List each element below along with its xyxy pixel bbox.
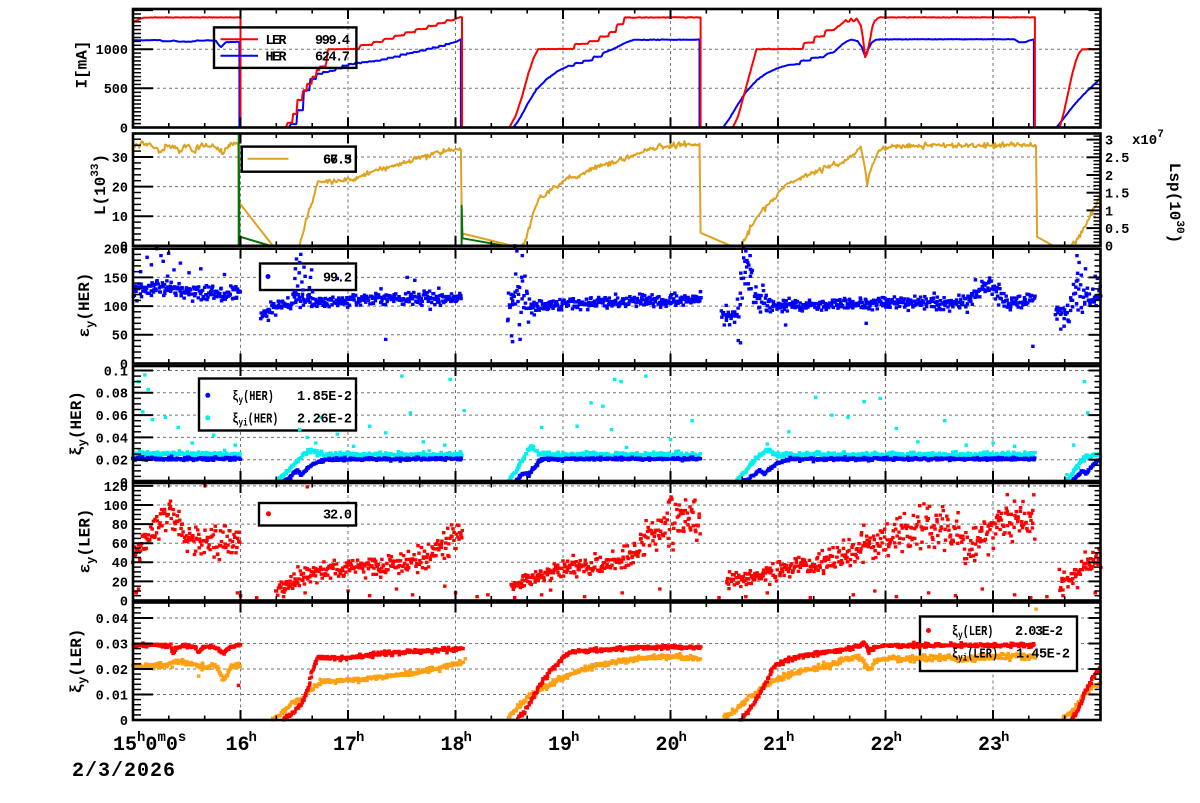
svg-text:HER: HER [266,51,288,66]
svg-text:0.02: 0.02 [96,664,128,679]
svg-text:17: 17 [333,734,357,757]
svg-text:60: 60 [112,538,128,553]
svg-text:18: 18 [440,734,464,757]
svg-text:0.04: 0.04 [96,613,128,628]
svg-text:h: h [356,730,364,746]
svg-text:2.26E-2: 2.26E-2 [297,413,352,428]
svg-text:22: 22 [870,734,894,757]
svg-text:1.85E-2: 1.85E-2 [297,390,352,405]
svg-text:80: 80 [112,519,128,534]
svg-text:Lsp(1030): Lsp(1030) [1165,163,1185,243]
svg-text:h: h [894,730,902,746]
svg-text:21: 21 [763,734,787,757]
svg-text:0.04: 0.04 [96,432,128,447]
svg-text:200: 200 [104,244,128,259]
svg-text:0.03: 0.03 [96,638,128,653]
svg-text:ξy(LER): ξy(LER) [68,629,90,694]
svg-text:100: 100 [104,301,128,316]
svg-text:0.02: 0.02 [96,455,128,470]
svg-text:L(1033): L(1033) [90,154,110,215]
svg-text:100: 100 [104,500,128,515]
svg-text:2.5: 2.5 [1105,152,1129,167]
svg-text:20: 20 [112,182,128,197]
svg-text:0: 0 [120,241,128,256]
svg-text:h: h [786,730,794,746]
svg-text:h: h [1001,730,1009,746]
svg-text:10: 10 [112,211,128,226]
svg-text:0.5: 0.5 [1105,223,1129,238]
svg-text:h: h [571,730,579,746]
svg-text:h: h [464,730,472,746]
svg-text:120: 120 [104,481,128,496]
svg-text:30: 30 [112,152,128,167]
svg-text:0.08: 0.08 [96,388,128,403]
svg-text:150: 150 [104,272,128,287]
svg-text:50: 50 [112,330,128,345]
svg-text:0: 0 [120,122,128,137]
svg-text:999.4: 999.4 [315,34,350,49]
svg-text:0: 0 [1105,241,1113,256]
svg-text:66.5: 66.5 [323,154,352,169]
svg-text:40: 40 [112,557,128,572]
svg-text:ξy(HER): ξy(HER) [68,391,90,456]
svg-text:h: h [249,730,257,746]
svg-text:16: 16 [225,734,249,757]
svg-text:624.7: 624.7 [315,51,350,66]
svg-text:67.3: 67.3 [323,154,352,169]
svg-text:1.5: 1.5 [1105,188,1129,203]
svg-text:0: 0 [120,477,128,492]
svg-text:0: 0 [120,595,128,610]
svg-text:h: h [679,730,687,746]
svg-text:0: 0 [120,358,128,373]
svg-text:x107: x107 [1132,129,1164,149]
svg-text:1000: 1000 [96,44,128,59]
svg-text:ξyi(HER): ξyi(HER) [232,411,278,429]
svg-text:1.45E-2: 1.45E-2 [1016,647,1070,662]
svg-text:0.06: 0.06 [96,410,128,425]
svg-text:19: 19 [548,734,572,757]
svg-text:20: 20 [655,734,679,757]
svg-text:I[mA]: I[mA] [74,40,92,88]
svg-text:20: 20 [112,576,128,591]
svg-text:0.1: 0.1 [104,365,128,380]
svg-text:32.0: 32.0 [323,509,352,524]
svg-text:ξy(HER): ξy(HER) [232,389,273,407]
svg-text:3: 3 [1105,135,1113,150]
svg-text:εy(LER): εy(LER) [77,509,99,574]
svg-text:2.03E-2: 2.03E-2 [1015,625,1063,640]
svg-text:23: 23 [978,734,1002,757]
svg-text:LER: LER [266,34,288,49]
svg-text:ξy(LER): ξy(LER) [952,624,993,642]
svg-text:500: 500 [104,83,128,98]
svg-text:15h0m0s: 15h0m0s [113,730,186,757]
svg-text:1: 1 [1105,205,1113,220]
svg-text:99.2: 99.2 [323,271,352,286]
svg-text:ξyi(LER): ξyi(LER) [952,646,998,664]
svg-text:εy(HER): εy(HER) [76,273,98,338]
svg-text:0.01: 0.01 [96,689,128,704]
svg-text:2: 2 [1105,170,1113,185]
svg-text:0: 0 [120,715,128,730]
svg-text:2/3/2026: 2/3/2026 [72,760,175,783]
